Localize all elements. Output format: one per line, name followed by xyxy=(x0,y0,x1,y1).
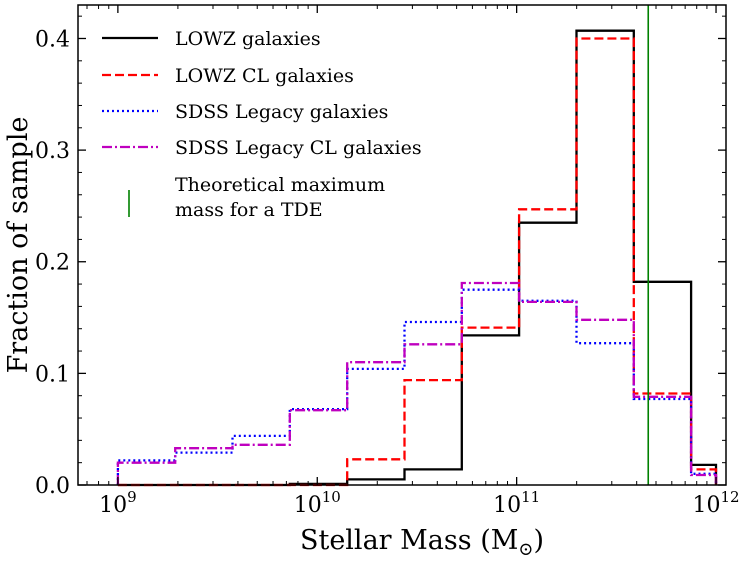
x-axis-title-sub: ⊙ xyxy=(518,539,533,560)
x-tick-label-1: 1010 xyxy=(294,488,341,518)
x-axis-title-main: Stellar Mass (M xyxy=(300,525,518,556)
ticks-layer: 0.0 0.1 0.2 0.3 0.4 109 1010 1011 1012 xyxy=(35,5,740,518)
y-tick-label-2: 0.2 xyxy=(35,251,70,276)
x-tick-label-3: 1012 xyxy=(692,488,739,518)
legend-label-vline-2: mass for a TDE xyxy=(175,199,323,221)
y-tick-label-1: 0.1 xyxy=(35,362,70,387)
legend-label-lowz: LOWZ galaxies xyxy=(175,28,321,50)
series-line-lowz-cl-galaxies xyxy=(117,37,718,487)
legend-label-sdss: SDSS Legacy galaxies xyxy=(175,101,388,123)
x-tick-label-2: 1011 xyxy=(493,488,540,518)
legend-label-vline-1: Theoretical maximum xyxy=(175,174,385,196)
y-axis-title: Fraction of sample xyxy=(3,117,34,374)
legend-label-sdss-cl: SDSS Legacy CL galaxies xyxy=(175,137,422,159)
plot-frame xyxy=(77,4,727,486)
x-axis-title: Stellar Mass (M⊙) xyxy=(300,525,544,560)
x-tick-label-0: 109 xyxy=(99,488,137,518)
legend-label-lowz-cl: LOWZ CL galaxies xyxy=(175,65,354,87)
series-layer xyxy=(116,29,718,487)
y-tick-label-3: 0.3 xyxy=(35,139,70,164)
y-tick-label-0: 0.0 xyxy=(35,474,70,499)
series-line-sdss-legacy-cl-galaxies xyxy=(116,281,718,485)
legend: LOWZ galaxies LOWZ CL galaxies SDSS Lega… xyxy=(102,28,422,221)
series-line-sdss-legacy-galaxies xyxy=(116,288,718,485)
y-tick-label-4: 0.4 xyxy=(35,27,70,52)
series-line-lowz-galaxies xyxy=(117,29,718,487)
x-axis-title-close: ) xyxy=(533,525,544,556)
